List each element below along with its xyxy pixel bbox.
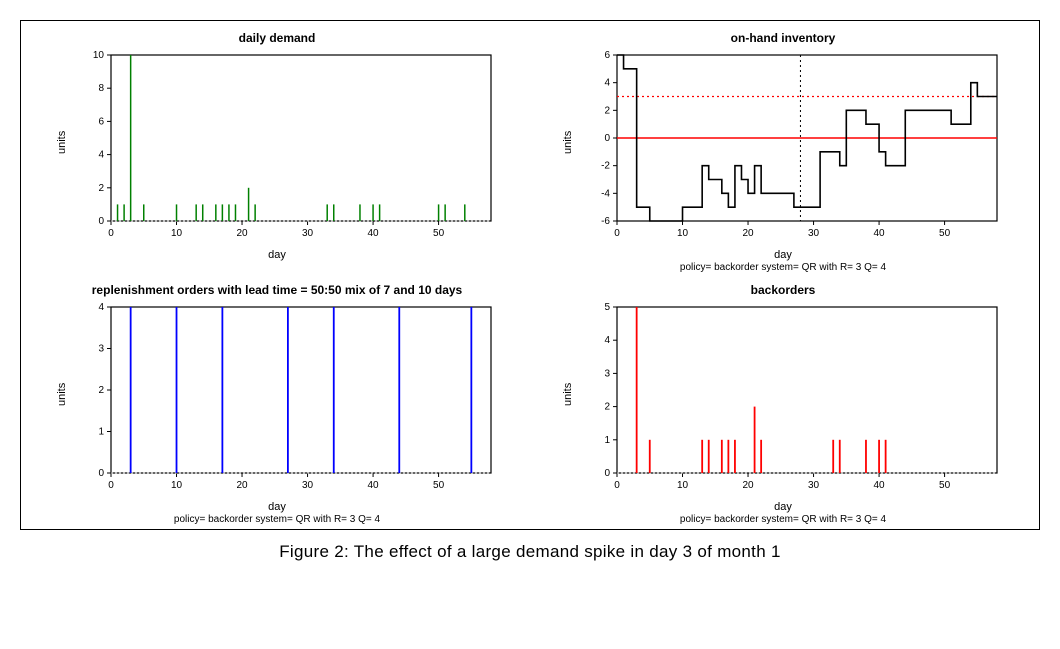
svg-text:40: 40	[368, 228, 380, 239]
svg-text:0: 0	[108, 480, 114, 491]
subplot-orders: replenishment orders with lead time = 50…	[31, 281, 523, 525]
svg-text:3: 3	[98, 344, 104, 355]
svg-text:2: 2	[98, 385, 104, 396]
xlabel-orders: day	[268, 501, 286, 513]
svg-text:1: 1	[604, 435, 610, 446]
xlabel-demand: day	[268, 249, 286, 261]
svg-text:-2: -2	[601, 161, 610, 172]
ylabel-orders: units	[56, 392, 68, 406]
svg-text:4: 4	[98, 150, 104, 161]
svg-text:20: 20	[236, 480, 248, 491]
chart-inventory: -6 -4 -2 0 2 4 6 0 10 20 30 40 50	[575, 47, 1005, 247]
xlabel-backorders: day	[774, 501, 792, 513]
svg-text:0: 0	[604, 468, 610, 479]
svg-text:8: 8	[98, 83, 104, 94]
svg-text:0: 0	[98, 468, 104, 479]
svg-text:30: 30	[302, 480, 314, 491]
svg-text:4: 4	[98, 302, 104, 313]
svg-text:10: 10	[677, 480, 689, 491]
svg-text:20: 20	[742, 228, 754, 239]
svg-text:10: 10	[677, 228, 689, 239]
svg-text:30: 30	[808, 228, 820, 239]
svg-text:2: 2	[98, 183, 104, 194]
svg-text:40: 40	[874, 228, 886, 239]
chart-backorders: 01234501020304050	[575, 299, 1005, 499]
svg-text:0: 0	[614, 480, 620, 491]
svg-text:10: 10	[171, 480, 183, 491]
svg-text:0: 0	[614, 228, 620, 239]
svg-text:3: 3	[604, 368, 610, 379]
title-inventory: on-hand inventory	[731, 31, 836, 45]
ylabel-inventory: units	[562, 140, 574, 154]
svg-text:50: 50	[939, 480, 951, 491]
svg-text:-4: -4	[601, 188, 610, 199]
subcaption-backorders: policy= backorder system= QR with R= 3 Q…	[680, 514, 886, 525]
svg-text:0: 0	[604, 133, 610, 144]
title-backorders: backorders	[751, 283, 816, 297]
title-orders: replenishment orders with lead time = 50…	[92, 283, 462, 297]
svg-text:0: 0	[108, 228, 114, 239]
svg-text:-6: -6	[601, 216, 610, 227]
xlabel-inventory: day	[774, 249, 792, 261]
svg-text:10: 10	[93, 50, 105, 61]
svg-text:30: 30	[808, 480, 820, 491]
svg-text:4: 4	[604, 78, 610, 89]
svg-text:20: 20	[742, 480, 754, 491]
ylabel-demand: units	[56, 140, 68, 154]
svg-text:20: 20	[236, 228, 248, 239]
svg-text:30: 30	[302, 228, 314, 239]
svg-text:4: 4	[604, 335, 610, 346]
svg-text:2: 2	[604, 402, 610, 413]
svg-text:6: 6	[98, 116, 104, 127]
figure-caption: Figure 2: The effect of a large demand s…	[20, 542, 1040, 562]
chart-orders: 0123401020304050	[69, 299, 499, 499]
svg-text:10: 10	[171, 228, 183, 239]
panel-border: daily demand units 024681001020304050 da…	[20, 20, 1040, 530]
subplot-inventory: on-hand inventory units -6 -4 -2 0 2 4 6 0 10 20 3…	[537, 29, 1029, 273]
svg-text:2: 2	[604, 105, 610, 116]
subcaption-inventory: policy= backorder system= QR with R= 3 Q…	[680, 262, 886, 273]
svg-text:1: 1	[98, 427, 104, 438]
svg-text:50: 50	[433, 228, 445, 239]
subplot-backorders: backorders units 01234501020304050 day p…	[537, 281, 1029, 525]
figure-container: daily demand units 024681001020304050 da…	[20, 20, 1040, 562]
svg-text:50: 50	[433, 480, 445, 491]
svg-text:50: 50	[939, 228, 951, 239]
svg-text:40: 40	[368, 480, 380, 491]
subplot-grid: daily demand units 024681001020304050 da…	[31, 29, 1029, 525]
ylabel-backorders: units	[562, 392, 574, 406]
svg-text:40: 40	[874, 480, 886, 491]
chart-demand: 0 2 4 6 8 10 0 10 20 30 40 50	[69, 47, 499, 247]
svg-text:5: 5	[604, 302, 610, 313]
svg-text:6: 6	[604, 50, 610, 61]
subplot-demand: daily demand units 0 2 4 6 8 10 0 10 20 30 40 50 da…	[31, 29, 523, 273]
title-demand: daily demand	[239, 31, 316, 45]
subcaption-orders: policy= backorder system= QR with R= 3 Q…	[174, 514, 380, 525]
svg-text:0: 0	[98, 216, 104, 227]
